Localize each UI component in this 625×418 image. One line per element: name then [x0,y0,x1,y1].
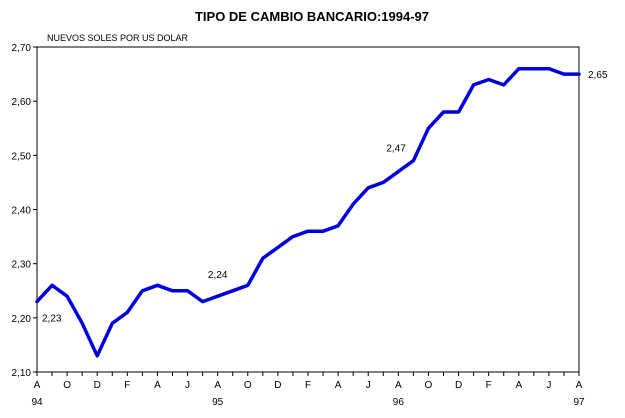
x-month-label: O [425,380,433,391]
x-year-label: 96 [393,397,405,408]
y-tick-label: 2,20 [12,314,32,325]
x-month-label: J [366,380,371,391]
x-month-label: F [305,380,311,391]
x-month-label: A [214,380,221,391]
x-month-label: O [244,380,252,391]
x-month-label: A [335,380,342,391]
x-month-label: F [124,380,130,391]
x-year-label: 94 [31,397,43,408]
y-tick-label: 2,40 [12,206,32,217]
x-year-label: 95 [212,397,224,408]
data-label: 2,24 [208,270,228,281]
x-month-label: F [486,380,492,391]
y-tick-label: 2,50 [12,151,32,162]
x-month-label: A [576,380,583,391]
x-month-label: A [395,380,402,391]
data-label: 2,23 [42,314,62,325]
y-tick-label: 2,10 [12,368,32,379]
x-month-label: A [154,380,161,391]
series-layer [35,66,581,358]
x-month-label: D [455,380,462,391]
x-month-label: A [34,380,41,391]
x-month-label: J [185,380,190,391]
series-line [35,66,581,358]
y-tick-label: 2,70 [12,43,32,54]
data-label: 2,65 [588,70,608,81]
units-label: NUEVOS SOLES POR US DOLAR [47,33,189,43]
x-month-label: A [515,380,522,391]
annotations: 2,23 2,24 2,47 2,65 [42,70,608,325]
y-tick-label: 2,60 [12,97,32,108]
plot-frame [36,46,580,373]
x-month-label: J [546,380,551,391]
y-tick-label: 2,30 [12,260,32,271]
x-year-label: 97 [573,397,585,408]
data-label: 2,47 [386,144,406,155]
axes: 2,10 2,20 2,30 2,40 2,50 2,60 2,70 A O D F A J A O D F A J… [12,43,585,408]
x-month-label: D [274,380,281,391]
x-month-label: D [94,380,101,391]
x-month-label: O [63,380,71,391]
chart-title: TIPO DE CAMBIO BANCARIO:1994-97 [195,9,429,24]
